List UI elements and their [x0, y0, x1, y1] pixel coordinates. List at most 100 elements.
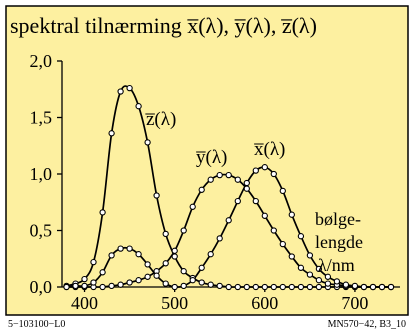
- data-point-z: [144, 139, 151, 146]
- data-point-x: [324, 273, 332, 280]
- x-tick-labels: 400 500 600 700: [71, 293, 368, 313]
- data-point-y: [144, 273, 151, 280]
- data-point-x: [189, 277, 196, 284]
- data-point-markers: [63, 84, 395, 291]
- data-point-y: [216, 171, 223, 179]
- data-point-z: [90, 258, 97, 266]
- data-point-y: [279, 240, 286, 248]
- data-point-z: [180, 268, 187, 275]
- data-point-z: [315, 283, 323, 291]
- data-point-z: [198, 279, 205, 286]
- data-point-y: [99, 283, 106, 291]
- data-point-z: [306, 283, 314, 291]
- data-point-x: [279, 187, 286, 195]
- data-point-y: [288, 253, 295, 260]
- data-point-y: [108, 282, 115, 290]
- data-point-y: [297, 264, 305, 271]
- data-point-z: [216, 282, 223, 290]
- data-point-x: [180, 282, 187, 290]
- data-point-x: [378, 283, 386, 291]
- data-point-z: [126, 84, 133, 92]
- data-point-x: [81, 282, 88, 290]
- data-point-x: [225, 217, 232, 224]
- footer-right: MN570−42, B3_10: [328, 319, 406, 330]
- data-point-x: [117, 245, 124, 252]
- data-point-x: [234, 197, 241, 205]
- data-point-x: [333, 278, 341, 285]
- data-point-x: [351, 282, 359, 290]
- data-point-x: [153, 272, 160, 279]
- annotation-line-1: bølge-: [315, 209, 361, 229]
- chart-frame: [5, 5, 409, 316]
- data-point-y: [189, 203, 196, 210]
- data-point-z: [135, 103, 142, 110]
- data-point-z: [117, 88, 124, 95]
- data-point-y: [117, 281, 124, 288]
- data-point-z: [261, 283, 268, 291]
- data-point-x: [261, 164, 268, 171]
- data-point-y: [315, 277, 323, 284]
- data-point-x: [297, 233, 305, 240]
- data-point-x: [252, 167, 259, 174]
- data-point-x: [306, 252, 314, 259]
- series-label-x: x̅(λ): [254, 139, 285, 160]
- data-point-z: [297, 283, 305, 291]
- y-tick-label: 1,5: [30, 108, 53, 128]
- data-point-x: [369, 283, 377, 291]
- data-point-y: [126, 279, 133, 286]
- data-point-x: [360, 283, 368, 291]
- data-point-x: [198, 264, 205, 271]
- chart-title: spektral tilnærming x̅(λ), y̅(λ), z̅(λ): [10, 13, 317, 38]
- data-point-x: [126, 245, 133, 252]
- data-point-z: [153, 192, 160, 199]
- x-axis-unit-label: λ/nm: [318, 255, 355, 275]
- series-label-z: z̅(λ): [145, 109, 176, 130]
- data-point-x: [144, 261, 151, 268]
- data-point-z: [81, 275, 88, 283]
- data-point-x: [108, 252, 115, 259]
- data-point-x: [288, 211, 295, 218]
- data-point-x: [270, 170, 277, 178]
- y-tick-label: 0,5: [30, 221, 53, 241]
- data-point-x: [342, 281, 350, 288]
- data-point-z: [108, 130, 115, 137]
- data-point-y: [162, 260, 169, 267]
- data-point-x: [207, 251, 214, 258]
- data-point-x: [162, 280, 169, 287]
- data-point-x: [387, 283, 395, 291]
- data-point-z: [252, 283, 259, 291]
- data-point-x: [171, 283, 178, 291]
- data-point-y: [252, 197, 259, 205]
- y-tick-label: 1,0: [30, 164, 53, 184]
- x-tick-label: 700: [341, 293, 368, 313]
- data-point-z: [234, 283, 241, 291]
- y-tick-label: 0,0: [30, 277, 53, 297]
- data-point-x: [99, 269, 106, 276]
- data-point-y: [171, 247, 178, 254]
- x-tick-label: 600: [251, 293, 278, 313]
- data-point-z: [279, 283, 286, 291]
- x-tick-label: 500: [161, 293, 188, 313]
- data-point-y: [234, 176, 241, 183]
- data-point-y: [225, 171, 232, 179]
- data-point-x: [315, 265, 323, 273]
- data-point-z: [288, 283, 295, 291]
- data-point-y: [198, 186, 205, 193]
- data-point-z: [243, 283, 250, 291]
- data-point-y: [207, 176, 214, 183]
- data-point-z: [99, 209, 106, 216]
- data-point-y: [306, 271, 314, 278]
- data-point-y: [180, 227, 187, 234]
- data-point-z: [207, 281, 214, 288]
- annotation-line-2: lengde: [315, 232, 363, 252]
- data-point-y: [270, 227, 277, 234]
- data-point-z: [270, 283, 277, 291]
- data-point-x: [135, 251, 142, 258]
- data-point-x: [72, 282, 79, 290]
- data-point-x: [243, 179, 250, 187]
- footer-left: 5−103100−L0: [8, 319, 65, 330]
- data-point-z: [171, 253, 178, 260]
- data-point-z: [162, 230, 169, 238]
- data-point-y: [324, 280, 332, 287]
